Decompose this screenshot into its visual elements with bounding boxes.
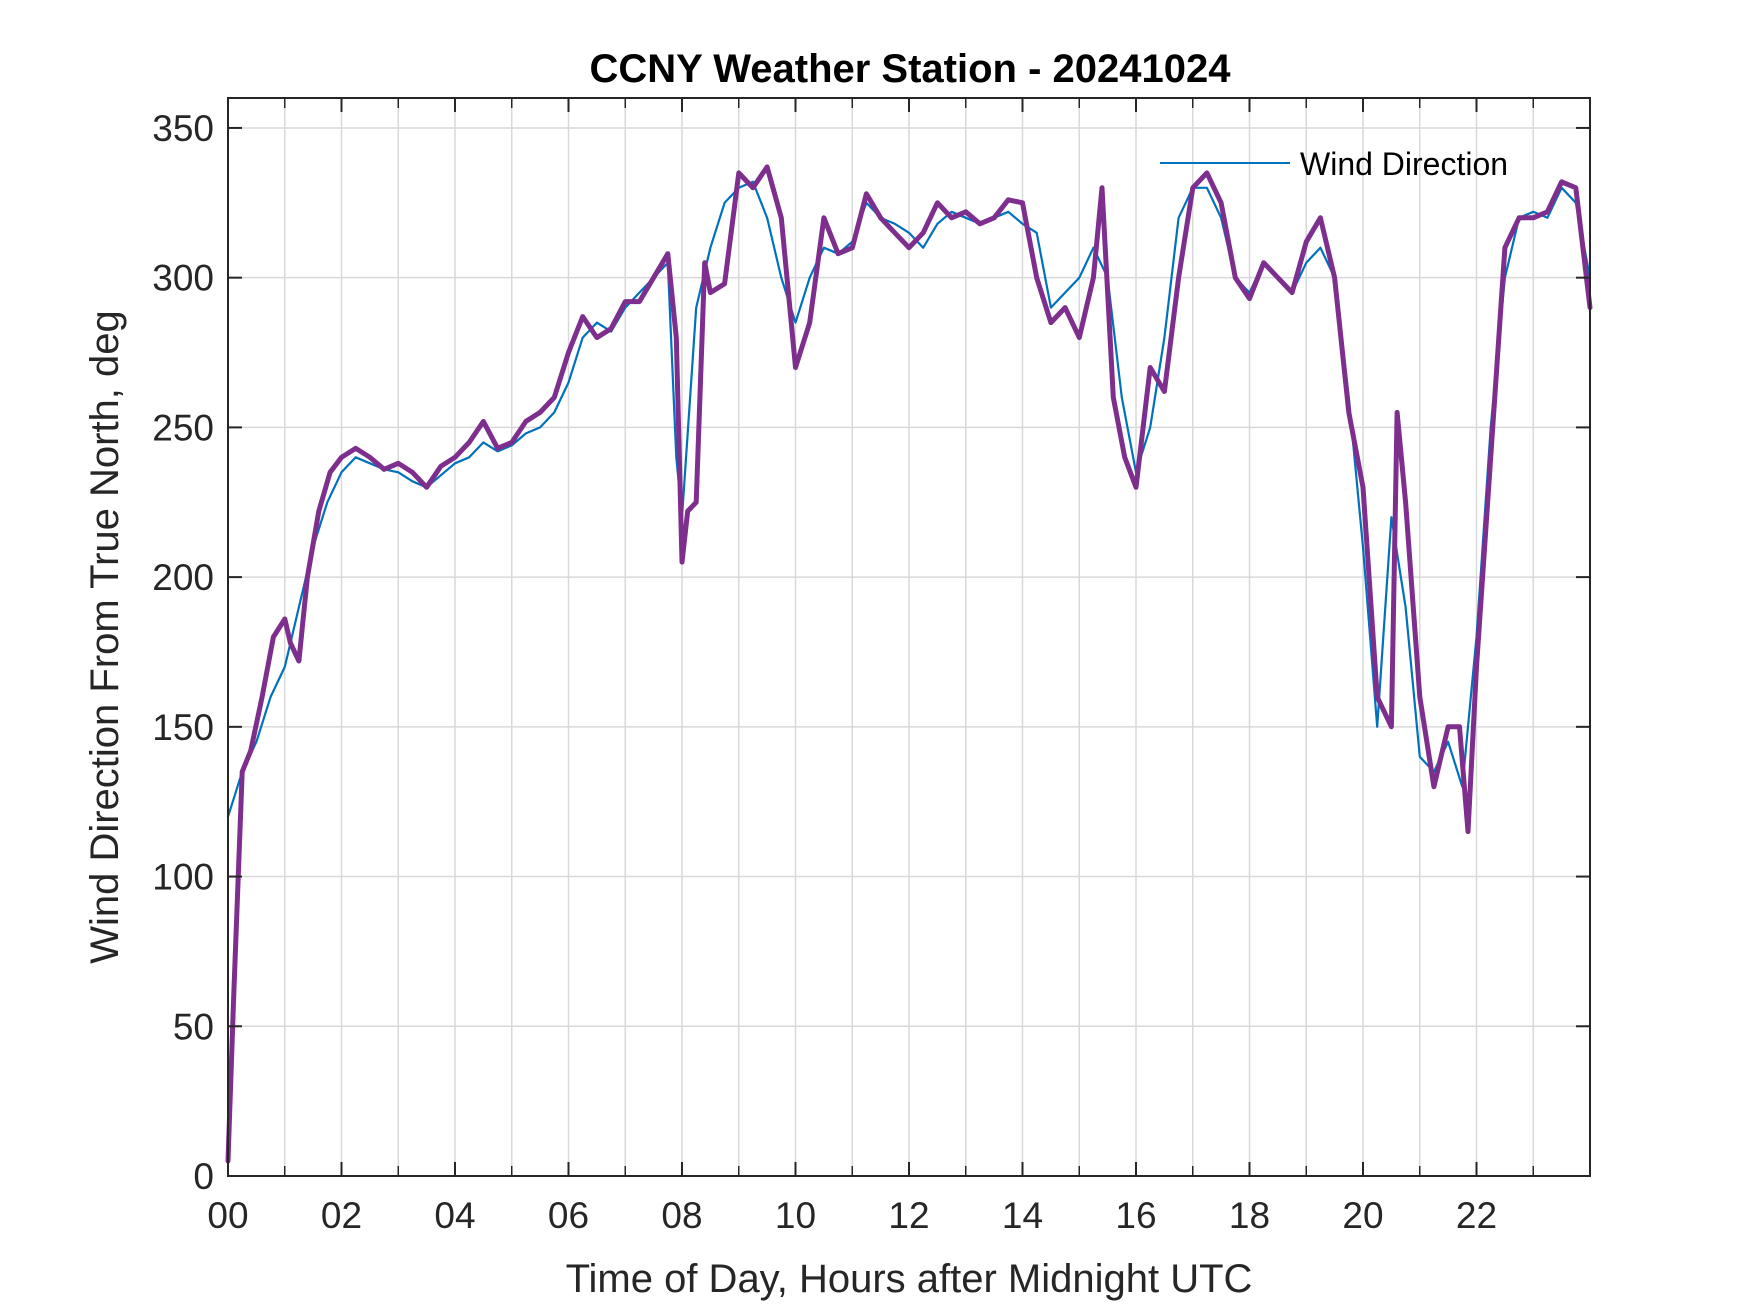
y-tick-label: 200 bbox=[152, 557, 214, 598]
series-line-smoothed bbox=[225, 164, 1593, 1164]
y-tick-label: 0 bbox=[193, 1156, 214, 1197]
x-tick-label: 06 bbox=[548, 1195, 589, 1236]
chart-title: CCNY Weather Station - 20241024 bbox=[590, 47, 1232, 91]
x-tick-label: 04 bbox=[434, 1195, 475, 1236]
x-axis: 00 02 04 06 08 10 12 14 16 18 20 22 bbox=[207, 98, 1534, 1236]
x-tick-label: 12 bbox=[888, 1195, 929, 1236]
y-tick-label: 50 bbox=[173, 1006, 214, 1047]
y-tick-label: 250 bbox=[152, 407, 214, 448]
x-tick-label: 14 bbox=[1002, 1195, 1043, 1236]
legend-label-wind-direction: Wind Direction bbox=[1300, 146, 1508, 182]
x-tick-label: 22 bbox=[1456, 1195, 1497, 1236]
y-axis-label: Wind Direction From True North, deg bbox=[83, 310, 127, 964]
x-axis-label: Time of Day, Hours after Midnight UTC bbox=[566, 1257, 1253, 1301]
x-tick-label: 02 bbox=[321, 1195, 362, 1236]
legend: Wind Direction bbox=[1160, 146, 1508, 182]
x-tick-label: 16 bbox=[1115, 1195, 1156, 1236]
x-tick-label: 00 bbox=[207, 1195, 248, 1236]
y-tick-label: 350 bbox=[152, 108, 214, 149]
y-tick-label: 100 bbox=[152, 857, 214, 898]
y-tick-label: 150 bbox=[152, 707, 214, 748]
x-tick-label: 20 bbox=[1342, 1195, 1383, 1236]
series-line-wind-direction bbox=[226, 180, 1592, 818]
y-axis: 0 50 100 150 200 250 300 350 bbox=[152, 108, 1590, 1197]
grid-lines bbox=[228, 98, 1590, 1176]
y-tick-label: 300 bbox=[152, 258, 214, 299]
series-layer bbox=[225, 164, 1593, 1164]
x-tick-label: 18 bbox=[1229, 1195, 1270, 1236]
x-tick-label: 08 bbox=[661, 1195, 702, 1236]
x-tick-label: 10 bbox=[775, 1195, 816, 1236]
